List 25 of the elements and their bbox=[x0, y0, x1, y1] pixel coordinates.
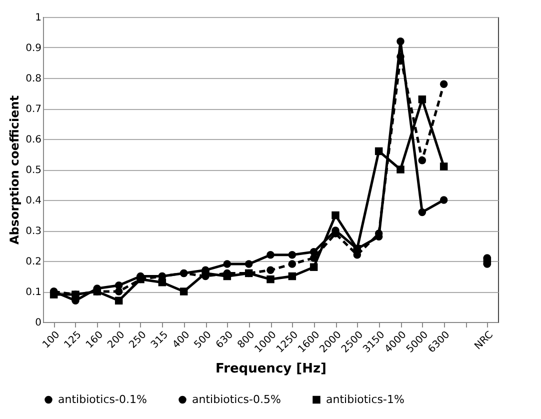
x-tick-label: 160 bbox=[84, 330, 106, 351]
y-tick-label: 0.2 bbox=[26, 256, 42, 268]
y-tick-label: 0.8 bbox=[26, 74, 42, 84]
legend-label: antibiotics-0.1% bbox=[58, 392, 147, 406]
x-tick-label: 630 bbox=[214, 330, 236, 351]
y-tick-label: 0.3 bbox=[26, 226, 42, 237]
y-tick-label: 0.6 bbox=[26, 134, 42, 146]
x-axis-title: Frequency [Hz] bbox=[216, 362, 326, 377]
x-tick-label: 200 bbox=[106, 330, 128, 351]
y-tick-label: 1 bbox=[35, 12, 42, 24]
legend-label: antibiotics-1% bbox=[326, 392, 404, 406]
y-axis-title: Absorption coefficient bbox=[8, 95, 22, 245]
x-tick-label: 500 bbox=[192, 330, 214, 351]
y-tick-label: 0.5 bbox=[26, 165, 42, 176]
y-tick-label: 0.1 bbox=[26, 287, 42, 298]
x-tick-label: 250 bbox=[128, 330, 149, 351]
y-tick-label: 0 bbox=[35, 318, 42, 328]
x-tick-label: 100 bbox=[40, 330, 62, 351]
y-tick-label: 0.4 bbox=[26, 196, 42, 206]
x-tick-label: 400 bbox=[170, 330, 192, 351]
legend-label: antibiotics-0.5% bbox=[192, 392, 281, 406]
x-tick-label: 315 bbox=[149, 330, 170, 351]
y-tick-label: 0.7 bbox=[26, 104, 42, 115]
y-tick-label: 0.9 bbox=[26, 43, 42, 54]
x-tick-label: 125 bbox=[62, 330, 84, 351]
